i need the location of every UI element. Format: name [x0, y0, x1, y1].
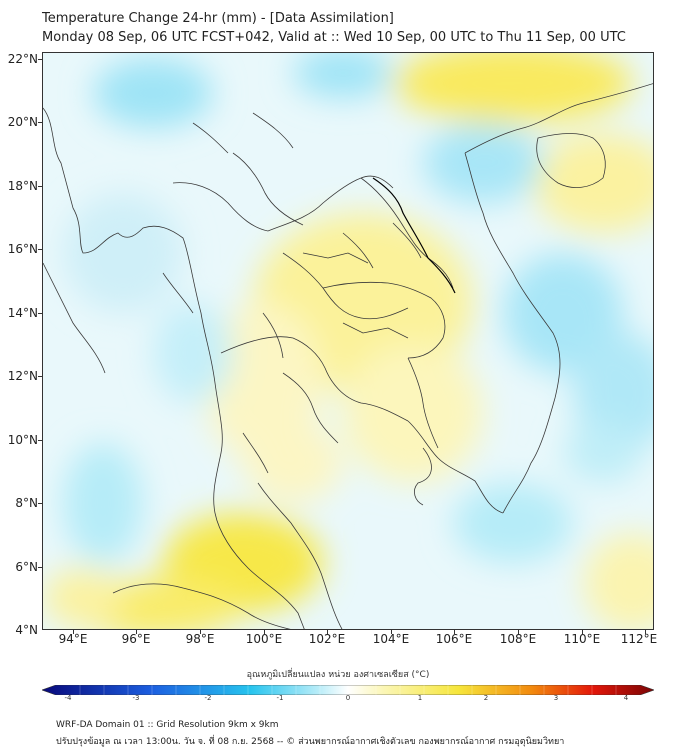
lat-tick — [38, 313, 42, 314]
lon-tick — [391, 630, 392, 634]
lat-tick — [38, 376, 42, 377]
lon-label-104e: 104°E — [372, 632, 410, 646]
lat-label-22n: 22°N — [7, 52, 38, 66]
country-border — [372, 177, 456, 294]
colorbar-tick: 4 — [623, 694, 629, 702]
colorbar-tick: -2 — [204, 694, 212, 702]
colorbar-tick: 2 — [483, 694, 489, 702]
lat-tick — [38, 186, 42, 187]
lon-label-112e: 112°E — [620, 632, 658, 646]
lon-label-100e: 100°E — [245, 632, 283, 646]
lon-tick — [518, 630, 519, 634]
lon-tick — [645, 630, 646, 634]
lat-tick — [38, 503, 42, 504]
lon-tick — [73, 630, 74, 634]
lat-label-18n: 18°N — [7, 179, 38, 193]
colorbar-title: อุณหภูมิเปลี่ยนแปลง หน่วย องศาเซลเซียส (… — [246, 670, 430, 680]
lat-label-20n: 20°N — [7, 115, 38, 129]
lon-tick — [454, 630, 455, 634]
colorbar-tick: 3 — [553, 694, 559, 702]
footer-credit: ปรับปรุงข้อมูล ณ เวลา 13:00น. วัน จ. ที่… — [56, 737, 565, 747]
lon-tick — [264, 630, 265, 634]
lat-label-6n: 6°N — [15, 560, 38, 574]
map-title: Temperature Change 24-hr (mm) - [Data As… — [42, 11, 394, 26]
coastlines-and-borders — [43, 83, 653, 629]
lon-label-108e: 108°E — [499, 632, 537, 646]
lon-tick — [136, 630, 137, 634]
lon-label-94e: 94°E — [58, 632, 88, 646]
lat-tick — [38, 59, 42, 60]
lon-tick — [582, 630, 583, 634]
temperature-map — [43, 53, 653, 629]
lon-tick — [200, 630, 201, 634]
lon-label-102e: 102°E — [308, 632, 346, 646]
colorbar-tick: -3 — [132, 694, 140, 702]
lat-label-10n: 10°N — [7, 433, 38, 447]
lat-label-8n: 8°N — [15, 496, 38, 510]
lon-label-98e: 98°E — [185, 632, 215, 646]
lat-label-12n: 12°N — [7, 369, 38, 383]
lat-label-4n: 4°N — [15, 623, 38, 637]
map-panel — [42, 52, 654, 630]
lat-label-14n: 14°N — [7, 306, 38, 320]
colorbar-tick: -4 — [64, 694, 72, 702]
lon-tick — [327, 630, 328, 634]
lat-tick — [38, 122, 42, 123]
footer-model-info: WRF-DA Domain 01 :: Grid Resolution 9km … — [56, 720, 279, 730]
colorbar-tick: 0 — [345, 694, 351, 702]
lon-label-110e: 110°E — [563, 632, 601, 646]
lon-label-96e: 96°E — [121, 632, 151, 646]
lat-tick — [38, 249, 42, 250]
colorbar — [41, 680, 655, 696]
lat-label-16n: 16°N — [7, 242, 38, 256]
colorbar-tick: -1 — [276, 694, 284, 702]
lat-tick — [38, 440, 42, 441]
colorbar-tick: 1 — [417, 694, 423, 702]
temperature-field — [43, 53, 653, 629]
lat-tick — [38, 567, 42, 568]
lon-label-106e: 106°E — [435, 632, 473, 646]
map-subtitle: Monday 08 Sep, 06 UTC FCST+042, Valid at… — [42, 30, 626, 45]
